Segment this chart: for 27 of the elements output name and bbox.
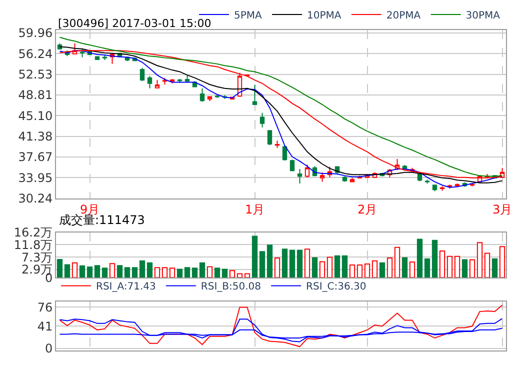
y-tick-label: 56.24 [18,46,53,61]
y-tick-label: 45.10 [18,108,53,123]
y-tick-label: 76 [37,300,53,314]
legend-label: 30PMA [466,10,500,22]
y-tick-label: 59.96 [18,26,53,40]
legend-label: RSI_C:36.30 [306,282,366,293]
y-tick-label: 41 [37,319,53,334]
legend-label: RSI_A:71.43 [96,282,156,293]
y-tick-label: 16.2万 [14,225,53,240]
y-tick-label: 2.9万 [22,262,53,277]
chart-title: [300496] 2017-03-01 15:00 [58,17,212,30]
y-tick-label: 52.53 [18,68,53,82]
x-tick-label: 1月 [244,202,265,217]
y-tick-label: 11.8万 [14,238,53,252]
y-tick-label: 41.38 [18,130,53,144]
y-tick-label: 48.81 [18,88,53,102]
y-tick-label: 30.24 [18,191,53,206]
y-tick-label: 7.3万 [22,250,53,264]
legend-label: 20PMA [386,10,421,22]
legend-label: RSI_B:50.08 [200,282,262,293]
y-tick-label: 0 [44,341,53,356]
legend-label: 10PMA [307,10,342,22]
x-tick-label: 2月 [357,202,378,217]
legend-label: 5PMA [234,10,262,22]
x-tick-label: 3月 [492,202,512,217]
y-tick-label: 33.95 [18,170,53,185]
y-tick-label: 37.67 [18,150,53,164]
